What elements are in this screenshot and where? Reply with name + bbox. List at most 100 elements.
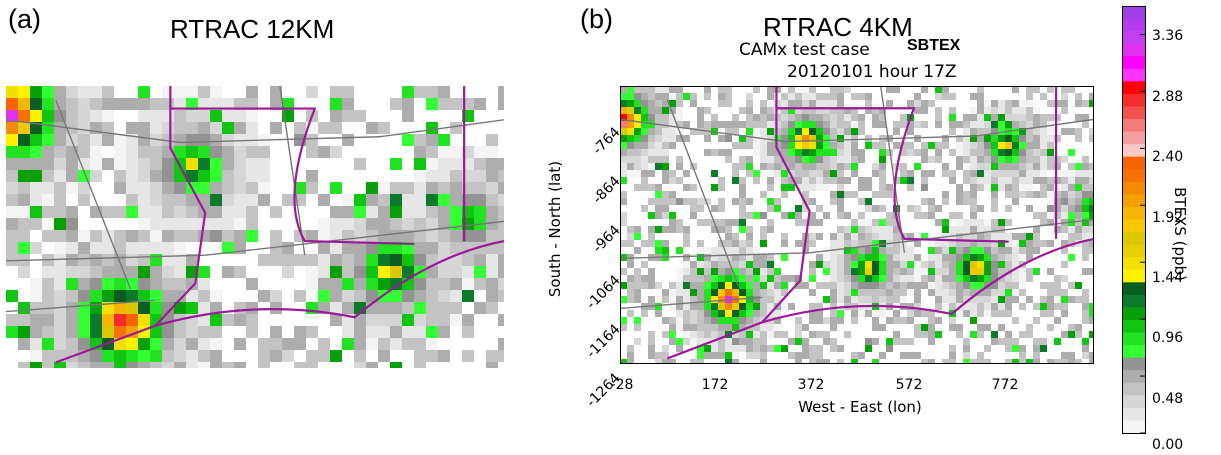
heatmap-cell bbox=[42, 182, 54, 194]
heatmap-cell bbox=[893, 275, 900, 282]
heatmap-cell bbox=[450, 278, 462, 290]
heatmap-cell bbox=[474, 182, 486, 194]
heatmap-cell bbox=[1019, 107, 1026, 114]
heatmap-cell bbox=[1089, 233, 1094, 240]
heatmap-cell bbox=[634, 275, 641, 282]
heatmap-cell bbox=[858, 198, 865, 205]
heatmap-cell bbox=[949, 317, 956, 324]
heatmap-cell bbox=[1068, 177, 1075, 184]
heatmap-cell bbox=[662, 177, 669, 184]
heatmap-cell bbox=[78, 146, 90, 158]
heatmap-cell bbox=[1061, 310, 1068, 317]
heatmap-cell bbox=[942, 198, 949, 205]
heatmap-cell bbox=[858, 93, 865, 100]
heatmap-cell bbox=[306, 266, 318, 278]
heatmap-cell bbox=[991, 184, 998, 191]
heatmap-cell bbox=[6, 158, 18, 170]
heatmap-cell bbox=[1061, 205, 1068, 212]
heatmap-cell bbox=[893, 289, 900, 296]
heatmap-cell bbox=[246, 98, 258, 110]
heatmap-cell bbox=[1068, 163, 1075, 170]
heatmap-cell bbox=[620, 86, 627, 93]
colorbar-swatch bbox=[1122, 43, 1146, 57]
heatmap-cell bbox=[150, 242, 162, 254]
heatmap-cell bbox=[879, 156, 886, 163]
heatmap-cells bbox=[620, 86, 1094, 364]
heatmap-cell bbox=[858, 233, 865, 240]
heatmap-cell bbox=[725, 317, 732, 324]
heatmap-cell bbox=[222, 230, 234, 242]
heatmap-cell bbox=[718, 282, 725, 289]
heatmap-cell bbox=[655, 205, 662, 212]
heatmap-cell bbox=[879, 261, 886, 268]
heatmap-cell bbox=[438, 230, 450, 242]
heatmap-cell bbox=[198, 266, 210, 278]
heatmap-cell bbox=[774, 177, 781, 184]
heatmap-cell bbox=[126, 194, 138, 206]
heatmap-cell bbox=[198, 302, 210, 314]
heatmap-cell bbox=[426, 122, 438, 134]
heatmap-cell bbox=[711, 303, 718, 310]
heatmap-cell bbox=[970, 303, 977, 310]
heatmap-cell bbox=[634, 149, 641, 156]
heatmap-cell bbox=[697, 261, 704, 268]
heatmap-cell bbox=[816, 345, 823, 352]
heatmap-cell bbox=[725, 261, 732, 268]
heatmap-cell bbox=[830, 191, 837, 198]
heatmap-cell bbox=[270, 350, 282, 362]
heatmap-cell bbox=[210, 350, 222, 362]
heatmap-cell bbox=[1061, 359, 1068, 364]
heatmap-cell bbox=[781, 254, 788, 261]
heatmap-cell bbox=[6, 86, 18, 98]
heatmap-cell bbox=[718, 86, 725, 93]
heatmap-cell bbox=[676, 296, 683, 303]
heatmap-cell bbox=[150, 134, 162, 146]
heatmap-cell bbox=[956, 296, 963, 303]
heatmap-cell bbox=[486, 230, 498, 242]
heatmap-cell bbox=[739, 338, 746, 345]
heatmap-cell bbox=[998, 296, 1005, 303]
heatmap-cell bbox=[1019, 345, 1026, 352]
heatmap-cell bbox=[450, 98, 462, 110]
heatmap-cell bbox=[725, 128, 732, 135]
heatmap-cell bbox=[746, 317, 753, 324]
heatmap-cell bbox=[462, 290, 474, 302]
heatmap-cell bbox=[627, 240, 634, 247]
heatmap-cell bbox=[830, 128, 837, 135]
heatmap-cell bbox=[844, 114, 851, 121]
heatmap-cell bbox=[634, 289, 641, 296]
heatmap-cell bbox=[162, 122, 174, 134]
heatmap-cell bbox=[809, 240, 816, 247]
heatmap-cell bbox=[970, 107, 977, 114]
heatmap-cell bbox=[1040, 240, 1047, 247]
heatmap-cell bbox=[767, 296, 774, 303]
heatmap-cell bbox=[126, 122, 138, 134]
heatmap-cell bbox=[977, 303, 984, 310]
heatmap-cell bbox=[830, 345, 837, 352]
heatmap-cell bbox=[998, 282, 1005, 289]
heatmap-cell bbox=[739, 282, 746, 289]
heatmap-cell bbox=[30, 290, 42, 302]
heatmap-cell bbox=[830, 289, 837, 296]
heatmap-cell bbox=[634, 135, 641, 142]
heatmap-cell bbox=[949, 324, 956, 331]
heatmap-cell bbox=[732, 254, 739, 261]
colorbar-outline bbox=[1122, 6, 1146, 434]
heatmap-cell bbox=[914, 240, 921, 247]
heatmap-cell bbox=[893, 296, 900, 303]
heatmap-cell bbox=[872, 282, 879, 289]
heatmap-cell bbox=[907, 338, 914, 345]
heatmap-cell bbox=[102, 350, 114, 362]
heatmap-cell bbox=[886, 219, 893, 226]
heatmap-cell bbox=[102, 158, 114, 170]
heatmap-cell bbox=[138, 170, 150, 182]
heatmap-cell bbox=[942, 142, 949, 149]
heatmap-cell bbox=[760, 275, 767, 282]
heatmap-cell bbox=[795, 163, 802, 170]
heatmap-cell bbox=[949, 128, 956, 135]
heatmap-cell bbox=[90, 158, 102, 170]
heatmap-cell bbox=[956, 268, 963, 275]
heatmap-cell bbox=[620, 156, 627, 163]
heatmap-cell bbox=[802, 156, 809, 163]
heatmap-cell bbox=[66, 86, 78, 98]
